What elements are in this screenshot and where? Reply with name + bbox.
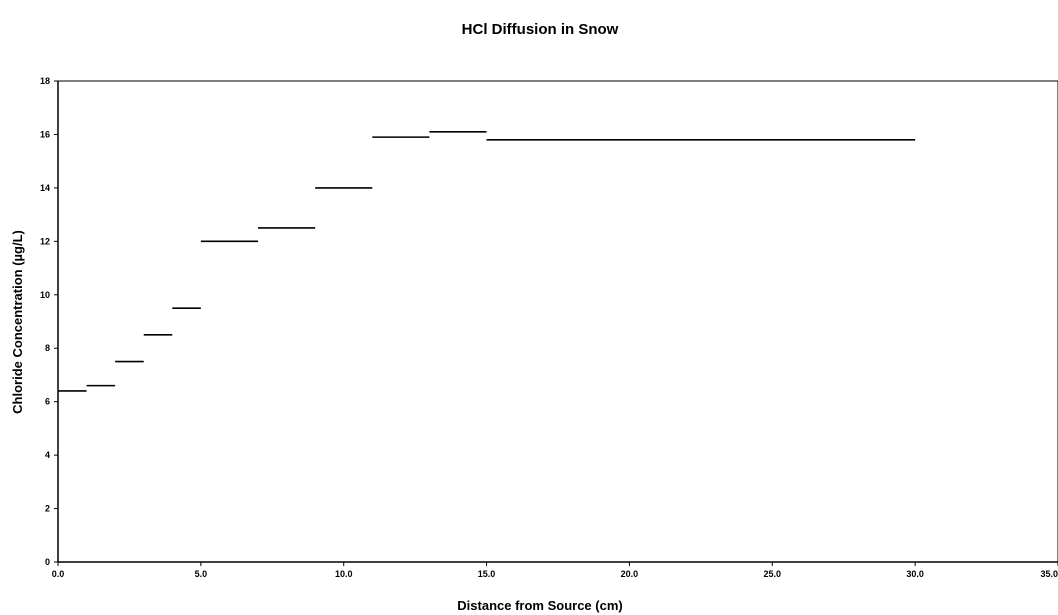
x-tick-label: 20.0 xyxy=(621,569,639,579)
chart-title: HCl Diffusion in Snow xyxy=(462,21,619,38)
x-tick-label: 30.0 xyxy=(906,569,924,579)
y-tick-label: 16 xyxy=(40,129,50,139)
data-segments xyxy=(58,130,916,392)
x-axis-label: Distance from Source (cm) xyxy=(457,598,622,613)
x-tick-label: 0.0 xyxy=(52,569,65,579)
y-ticks: 0 2 4 6 8 10 12 14 16 18 xyxy=(40,76,58,567)
x-tick-label: 5.0 xyxy=(195,569,208,579)
x-tick-label: 25.0 xyxy=(764,569,782,579)
y-tick-label: 18 xyxy=(40,76,50,86)
y-tick-label: 0 xyxy=(45,557,50,567)
y-tick-label: 4 xyxy=(45,450,50,460)
y-axis-label: Chloride Concentration (µg/L) xyxy=(10,230,25,414)
plot-frame xyxy=(57,80,1058,563)
x-tick-label: 35.0 xyxy=(1040,569,1058,579)
y-tick-label: 2 xyxy=(45,504,50,514)
y-tick-label: 12 xyxy=(40,236,50,246)
y-tick-label: 14 xyxy=(40,183,50,193)
y-tick-label: 6 xyxy=(45,397,50,407)
x-tick-label: 10.0 xyxy=(335,569,353,579)
x-tick-label: 15.0 xyxy=(478,569,496,579)
y-tick-label: 8 xyxy=(45,343,50,353)
plot-area xyxy=(57,80,1058,563)
y-tick-label: 10 xyxy=(40,290,50,300)
x-ticks: 0.0 5.0 10.0 15.0 20.0 25.0 30.0 35.0 xyxy=(52,562,1058,579)
